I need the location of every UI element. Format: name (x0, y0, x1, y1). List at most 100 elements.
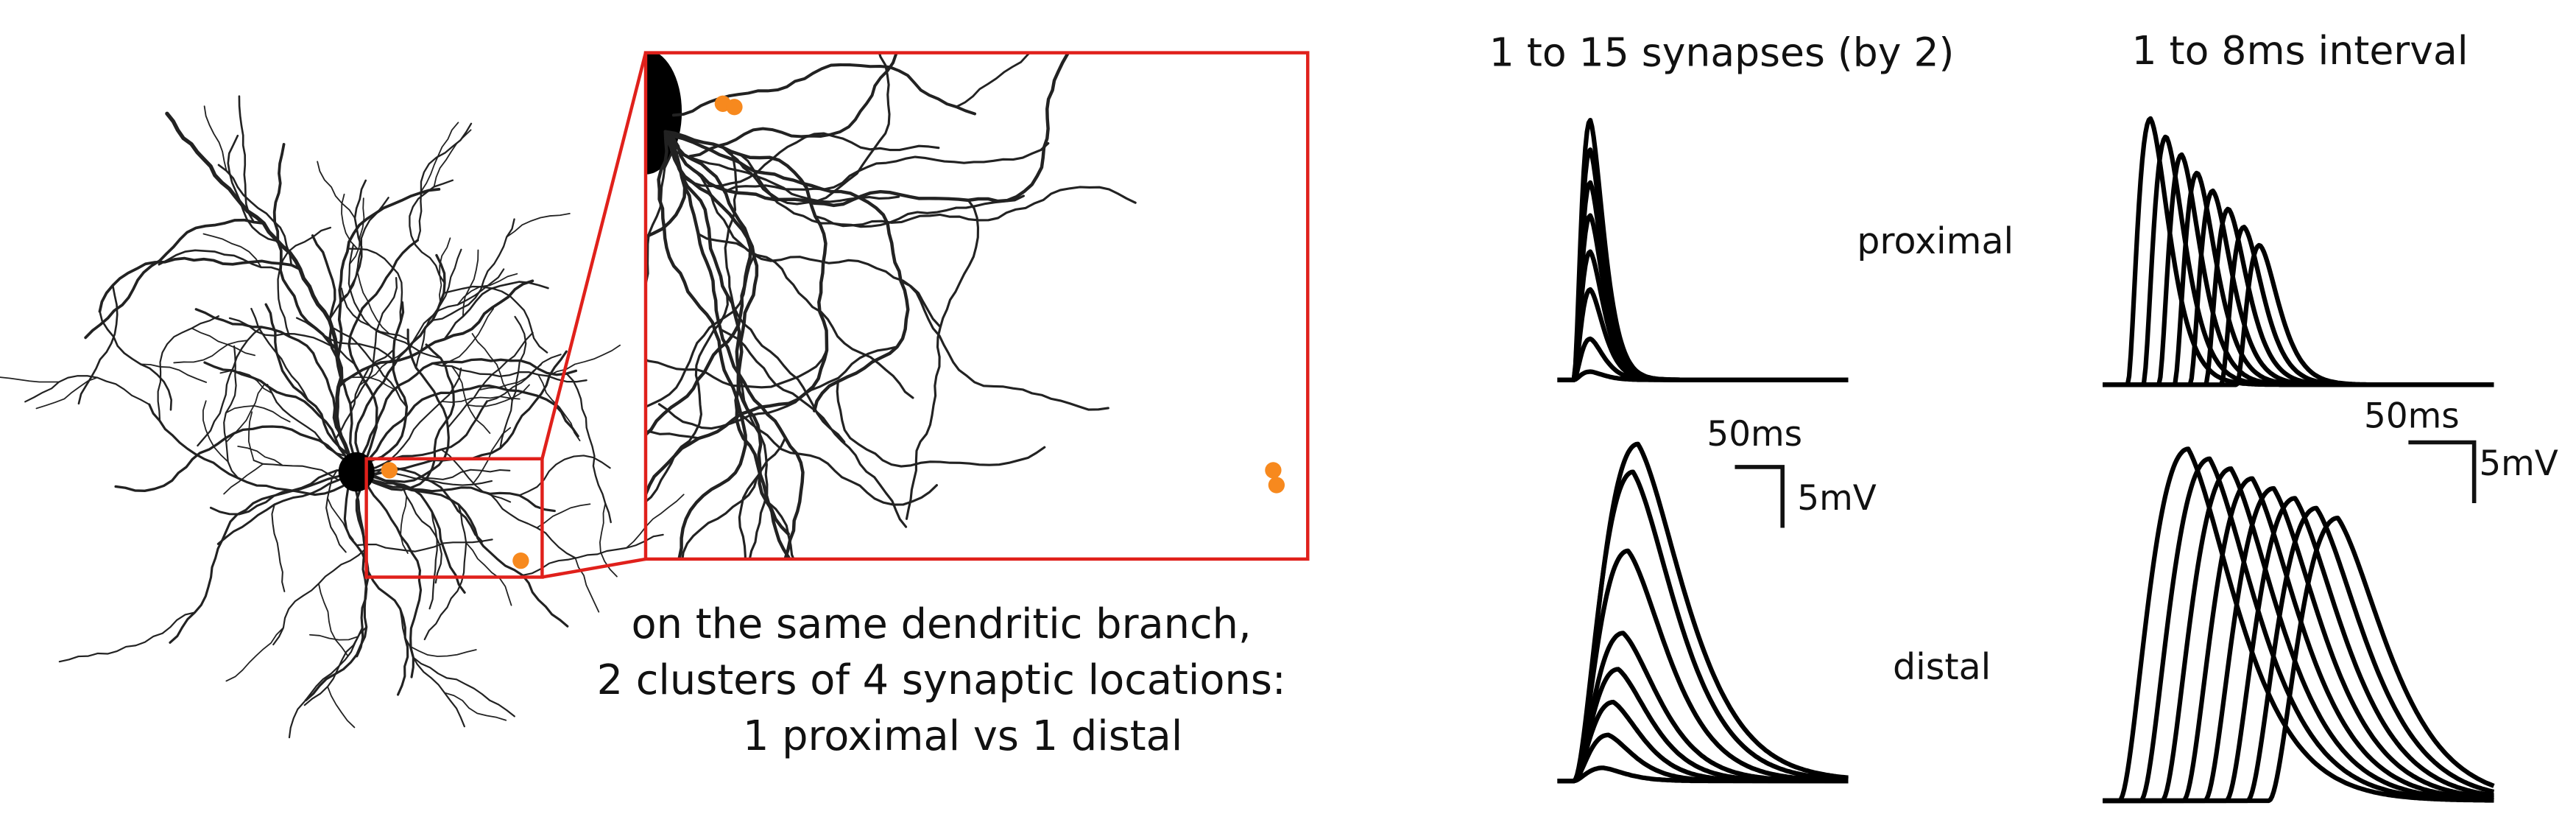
dendrite (223, 345, 239, 480)
dendrite (99, 310, 173, 411)
trace (1556, 548, 1849, 784)
dendrite (735, 409, 939, 506)
synapse (726, 99, 743, 116)
dendrite (223, 463, 264, 495)
dendrite (216, 471, 358, 545)
dendrite (325, 469, 347, 553)
dendrite (317, 583, 348, 656)
dendrite (422, 469, 511, 480)
synapse-cluster (381, 462, 398, 479)
dendrite (489, 493, 576, 559)
dendrite (905, 199, 980, 520)
dendrite (355, 400, 488, 474)
dendrite (547, 344, 621, 377)
dendrite (431, 218, 515, 321)
dendrite (409, 645, 477, 657)
panel-title: 1 to 15 synapses (by 2) (1489, 29, 1955, 75)
dendrite (645, 255, 755, 409)
dendrite (506, 212, 571, 238)
scale-bar (2408, 440, 2477, 504)
dendrite (447, 331, 534, 429)
dendrite (237, 445, 283, 466)
dendrite (565, 372, 612, 524)
dendrite (341, 193, 359, 250)
dendrite (471, 333, 513, 401)
dendrite (225, 385, 265, 443)
dendrite (415, 248, 462, 369)
caption-line: 2 clusters of 4 synaptic locations: (597, 656, 1286, 704)
dendrite (217, 164, 293, 267)
dendrite (657, 130, 747, 559)
trace (2102, 516, 2495, 804)
dendrite (443, 692, 507, 721)
dendrite (191, 327, 256, 357)
dendrite (767, 501, 795, 559)
dendrite (169, 471, 358, 644)
synapse (1268, 477, 1285, 494)
dendrite (814, 186, 1137, 228)
dendrite (349, 197, 365, 265)
dendrite (264, 303, 358, 474)
dendrite (423, 503, 467, 641)
dendrite (663, 130, 791, 536)
dendrite (400, 495, 409, 554)
dendrite (355, 471, 466, 594)
dendrite (157, 315, 220, 422)
trace (2102, 466, 2495, 804)
dendrite (140, 363, 208, 383)
dendrite (353, 471, 368, 658)
dendrite (347, 239, 419, 474)
dendrite (346, 248, 403, 323)
dendrite (308, 634, 359, 641)
trace (2102, 456, 2495, 804)
dendrite (681, 436, 787, 559)
caption-line: 1 proximal vs 1 distal (743, 712, 1182, 760)
dendrite (355, 358, 578, 474)
dendrite (521, 533, 664, 577)
dendrite (327, 686, 356, 729)
dendrite (538, 0, 806, 66)
dendrite (84, 218, 266, 340)
dendrite (900, 279, 1109, 411)
dendrite (428, 510, 438, 610)
dendrite (462, 249, 479, 317)
dendrite (355, 471, 569, 628)
dendrite (253, 459, 339, 481)
dendrite (272, 143, 338, 351)
dendrite (697, 233, 941, 328)
dendrite (35, 376, 98, 410)
dendrite (536, 503, 591, 529)
dendrite (645, 130, 687, 239)
dendrite (663, 52, 1070, 208)
synapse (1265, 462, 1282, 479)
dendrite (401, 486, 442, 584)
dendrite (574, 557, 600, 613)
dendrite (173, 340, 249, 364)
dendrite (334, 349, 394, 440)
dendrite (836, 380, 1046, 468)
dendrite (955, 52, 1031, 108)
dendrite (227, 134, 279, 242)
dendrite (417, 122, 473, 242)
dendrite (343, 471, 409, 696)
dendrite (327, 497, 354, 541)
dendrite (471, 427, 512, 485)
dendrite (409, 268, 505, 351)
dendrite (738, 472, 761, 559)
dendrite (304, 471, 370, 702)
dendrite (355, 471, 556, 513)
dendrite (317, 161, 356, 219)
dendrite (355, 301, 409, 474)
dendrite (202, 233, 262, 268)
dendrite (645, 348, 828, 389)
dendrite (340, 287, 442, 359)
zoom-box (364, 457, 544, 579)
dendrite (250, 307, 309, 401)
dendrite (203, 105, 227, 172)
dendrite (657, 345, 899, 430)
dendrite (719, 328, 908, 528)
dendrite (165, 111, 359, 474)
dendrite (355, 471, 423, 678)
scale-label: 5mV (2479, 444, 2558, 484)
